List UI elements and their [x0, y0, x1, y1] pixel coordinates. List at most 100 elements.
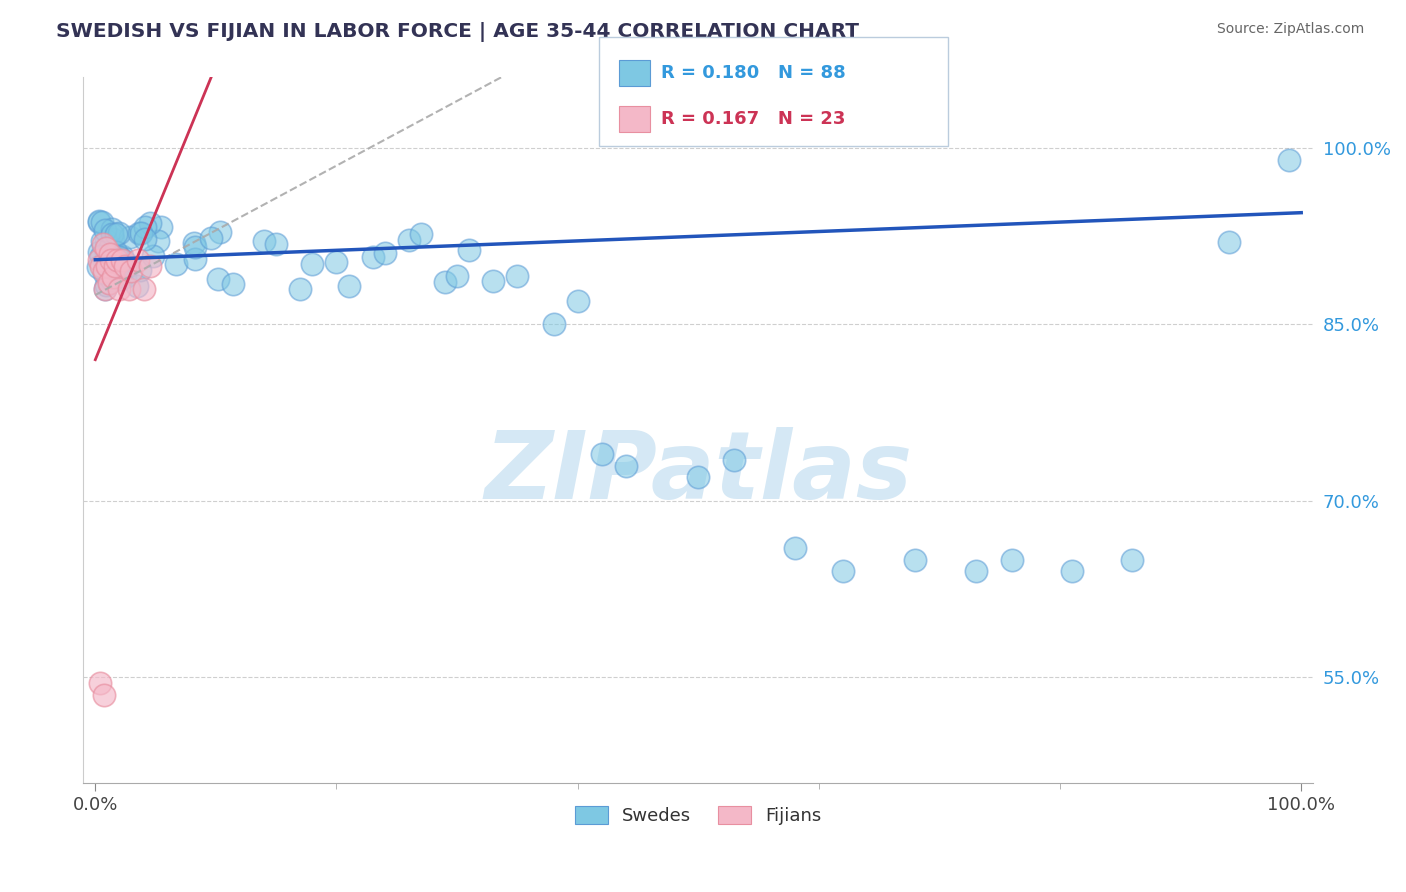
Point [110, 272, 132, 286]
Point [1218, 235, 1240, 249]
Point [1062, 565, 1084, 579]
Point [93, 688, 115, 702]
Point [337, 278, 360, 293]
Point [108, 226, 131, 240]
Point [87, 260, 110, 275]
Point [184, 252, 207, 266]
Point [543, 318, 565, 332]
Point [374, 246, 396, 260]
Point [146, 235, 169, 249]
Point [100, 252, 122, 267]
Point [138, 216, 160, 230]
Point [111, 250, 134, 264]
Text: SWEDISH VS FIJIAN IN LABOR FORCE | AGE 35-44 CORRELATION CHART: SWEDISH VS FIJIAN IN LABOR FORCE | AGE 3… [56, 22, 859, 42]
Point [94, 223, 117, 237]
Point [506, 268, 529, 283]
Point [108, 282, 131, 296]
Point [105, 252, 128, 267]
Point [98, 276, 121, 290]
Point [96, 259, 118, 273]
Point [107, 251, 129, 265]
Point [253, 234, 276, 248]
Text: R = 0.180   N = 88: R = 0.180 N = 88 [661, 64, 845, 82]
Point [98, 252, 121, 267]
Point [93, 264, 115, 278]
Point [101, 227, 124, 242]
Point [301, 257, 323, 271]
Point [120, 229, 142, 244]
Point [94, 278, 117, 293]
Point [87, 214, 110, 228]
Point [93, 266, 115, 280]
Point [105, 227, 128, 242]
Point [94, 233, 117, 247]
Point [87, 252, 110, 267]
Point [723, 452, 745, 467]
Point [118, 282, 141, 296]
Point [91, 215, 114, 229]
Point [121, 264, 143, 278]
Point [1278, 153, 1301, 167]
Point [458, 244, 481, 258]
Text: R = 0.167   N = 23: R = 0.167 N = 23 [661, 110, 845, 128]
Point [98, 240, 121, 254]
Point [138, 259, 160, 273]
Point [101, 273, 124, 287]
Point [108, 250, 131, 264]
Point [100, 259, 122, 273]
Point [134, 220, 156, 235]
Point [1001, 552, 1024, 566]
Point [149, 219, 172, 234]
Point [591, 447, 613, 461]
Legend: Swedes, Fijians: Swedes, Fijians [567, 797, 831, 834]
Point [965, 565, 987, 579]
Point [434, 275, 457, 289]
Point [127, 252, 149, 267]
Point [127, 279, 149, 293]
Point [221, 277, 243, 292]
Point [165, 257, 187, 271]
Point [134, 231, 156, 245]
Point [108, 260, 131, 275]
Point [90, 259, 112, 273]
Point [200, 231, 222, 245]
Point [111, 252, 134, 267]
Point [105, 245, 128, 260]
Point [290, 282, 312, 296]
Point [688, 470, 710, 484]
Point [89, 676, 111, 690]
Point [90, 249, 112, 263]
Point [128, 226, 150, 240]
Point [129, 262, 152, 277]
Point [783, 541, 806, 555]
Point [142, 248, 165, 262]
Point [567, 293, 589, 308]
Point [184, 240, 207, 254]
Point [98, 247, 121, 261]
Point [114, 270, 136, 285]
Point [87, 245, 110, 260]
Point [132, 282, 155, 296]
Point [208, 225, 231, 239]
Point [87, 215, 110, 229]
Point [94, 282, 117, 296]
Point [97, 260, 120, 275]
Point [614, 458, 637, 473]
Point [207, 271, 229, 285]
Point [361, 250, 384, 264]
Point [904, 552, 927, 566]
Point [114, 259, 136, 273]
Point [101, 232, 124, 246]
Point [93, 282, 115, 296]
Text: ZIPatlas: ZIPatlas [484, 426, 912, 518]
Point [103, 270, 125, 285]
Point [264, 237, 287, 252]
Point [129, 226, 152, 240]
Text: Source: ZipAtlas.com: Source: ZipAtlas.com [1216, 22, 1364, 37]
Point [91, 237, 114, 252]
Point [96, 241, 118, 255]
Point [409, 227, 432, 241]
Point [97, 277, 120, 291]
Point [398, 234, 420, 248]
Point [96, 245, 118, 260]
